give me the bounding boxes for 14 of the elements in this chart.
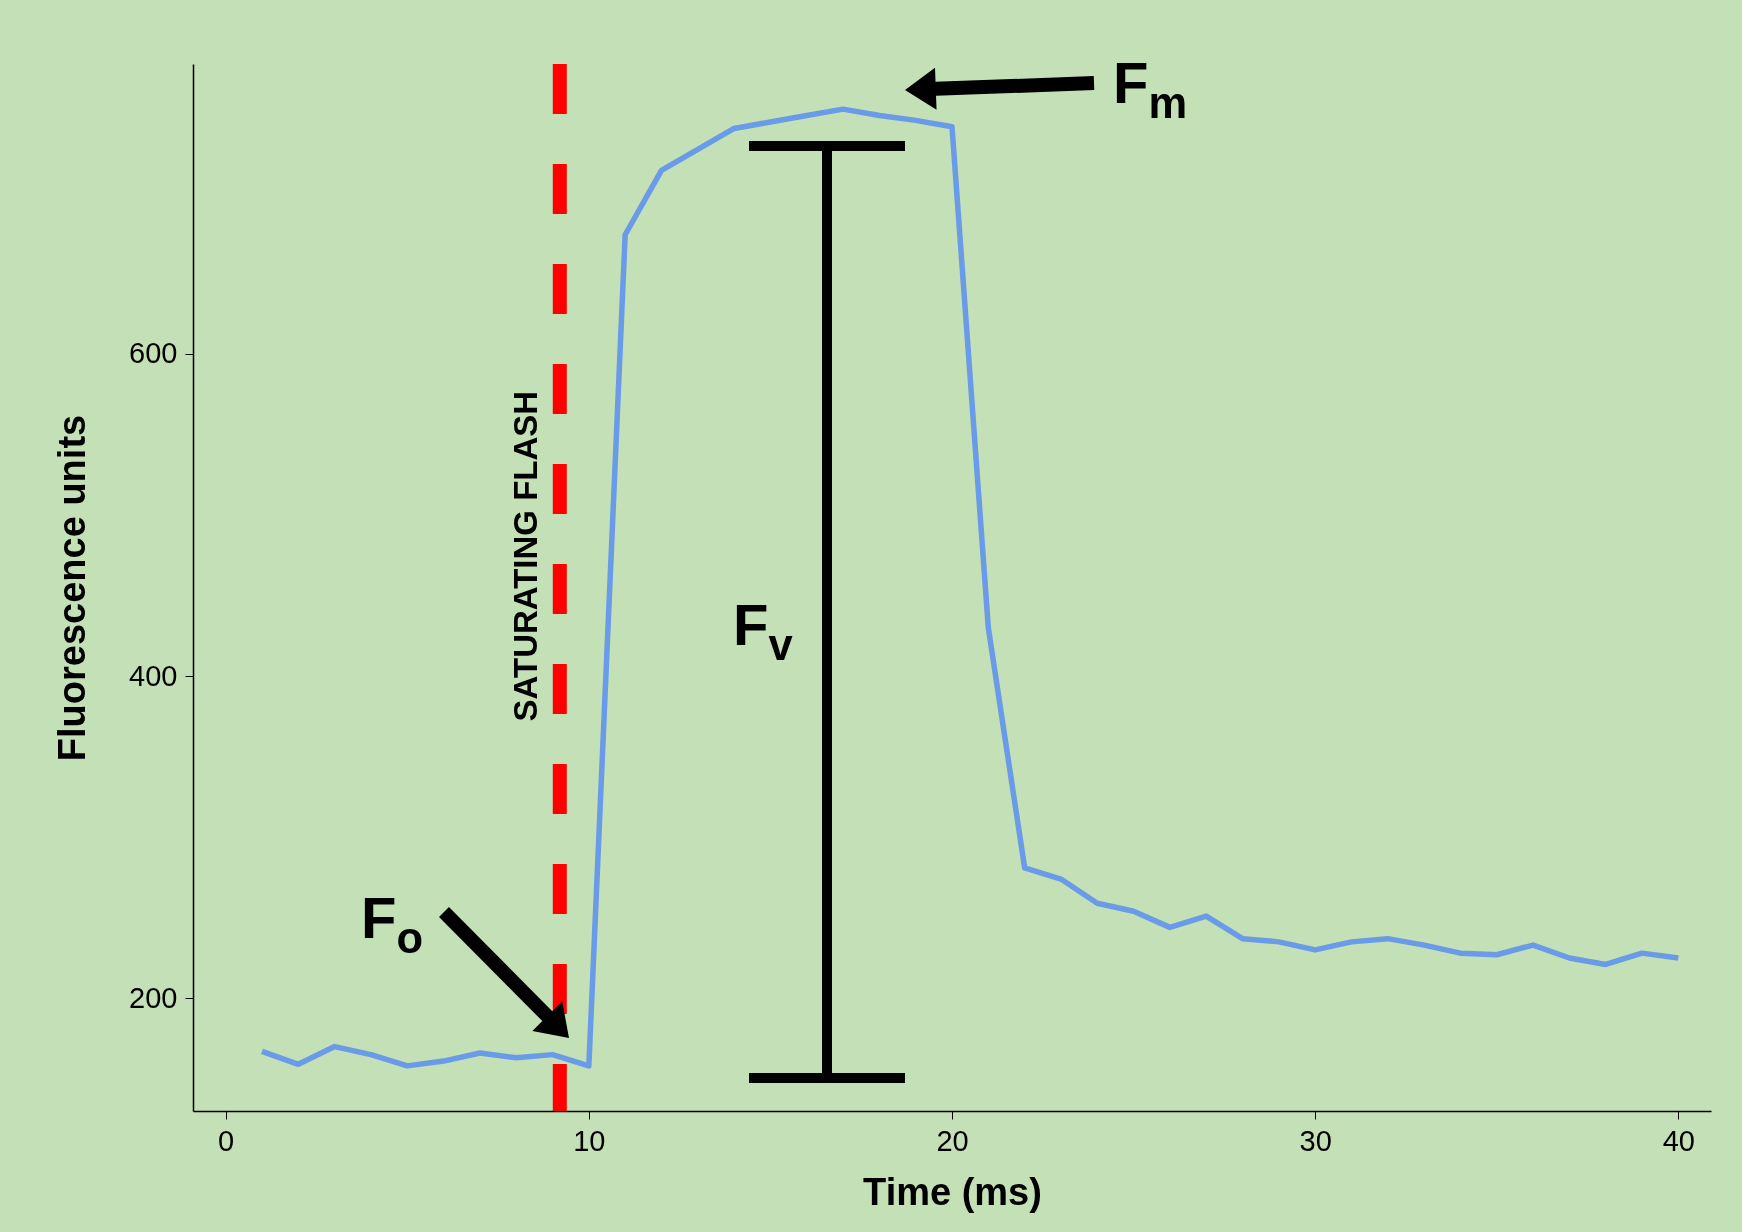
ref-line-label: SATURATING FLASH <box>506 390 544 722</box>
annotation: F$_{v}$ <box>733 592 793 670</box>
y-axis-title: Fluorescence units <box>51 414 94 762</box>
annotation: F$_{o}$ <box>361 885 424 963</box>
x-tick-label: 30 <box>1299 1124 1332 1157</box>
x-tick-label: 10 <box>573 1124 606 1157</box>
y-tick-label: 400 <box>129 659 178 692</box>
x-axis-title: Time (ms) <box>863 1170 1042 1213</box>
y-tick-label: 600 <box>129 337 178 370</box>
annotation: F$_{m}$ <box>1113 50 1188 128</box>
x-tick-label: 40 <box>1662 1124 1695 1157</box>
x-tick-label: 20 <box>936 1124 969 1157</box>
x-tick-label: 0 <box>218 1124 235 1157</box>
y-tick-label: 200 <box>129 981 178 1014</box>
